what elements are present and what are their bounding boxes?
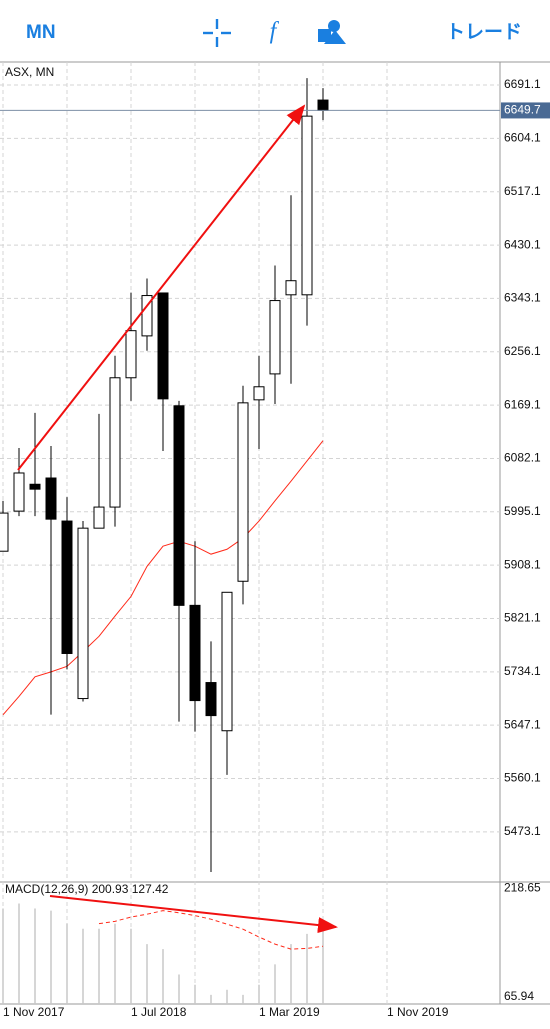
y-tick-label: 6343.1 xyxy=(504,291,541,305)
timeframe-button[interactable]: MN xyxy=(26,22,56,43)
candle-body xyxy=(285,280,297,296)
candle-body xyxy=(157,292,169,400)
x-tick-label: 1 Nov 2017 xyxy=(3,1005,65,1019)
signal-line xyxy=(98,910,324,950)
candle-body xyxy=(189,604,201,702)
trend-arrow xyxy=(49,895,338,934)
candle-body xyxy=(29,483,41,490)
toolbar xyxy=(0,0,550,62)
candle-body xyxy=(221,591,233,732)
candle-body xyxy=(45,477,57,520)
y-tick-label: 65.94 xyxy=(504,989,534,1003)
y-tick-label: 5908.1 xyxy=(504,557,541,571)
y-tick-label: 6604.1 xyxy=(504,131,541,145)
y-tick-label: 5995.1 xyxy=(504,504,541,518)
symbol-label: ASX, MN xyxy=(5,65,54,79)
price-tag xyxy=(501,102,550,119)
candle-body xyxy=(77,527,89,700)
candle-body xyxy=(237,402,249,582)
candle-body xyxy=(61,520,73,654)
candle-body xyxy=(141,295,153,337)
y-tick-label: 6256.1 xyxy=(504,344,541,358)
candle-body xyxy=(109,377,121,508)
y-tick-label: 5734.1 xyxy=(504,664,541,678)
ma-line xyxy=(2,440,324,716)
macd-label: MACD(12,26,9) 200.93 127.42 xyxy=(5,882,169,896)
candle-body xyxy=(269,300,281,375)
candle-body xyxy=(205,682,217,717)
y-tick-label: 218.65 xyxy=(504,880,541,894)
candle-body xyxy=(173,405,185,606)
candle-body xyxy=(125,330,137,379)
candle-body xyxy=(13,472,25,512)
y-tick-label: 5560.1 xyxy=(504,771,541,785)
y-tick-label: 6169.1 xyxy=(504,397,541,411)
trade-button[interactable]: トレード xyxy=(446,22,522,43)
y-tick-label: 6082.1 xyxy=(504,451,541,465)
y-tick-label: 6517.1 xyxy=(504,184,541,198)
y-tick-label: 5473.1 xyxy=(504,824,541,838)
price-tag-label: 6649.7 xyxy=(504,103,541,117)
x-tick-label: 1 Jul 2018 xyxy=(131,1005,187,1019)
candle-body xyxy=(93,506,105,529)
y-tick-label: 6430.1 xyxy=(504,237,541,251)
y-tick-label: 5821.1 xyxy=(504,611,541,625)
crosshair-icon[interactable] xyxy=(203,19,231,47)
trend-arrow xyxy=(17,104,306,471)
candle-body xyxy=(317,99,329,111)
objects-icon[interactable] xyxy=(318,20,346,44)
x-tick-label: 1 Mar 2019 xyxy=(259,1005,320,1019)
indicator-icon[interactable]: f xyxy=(270,19,280,45)
x-tick-label: 1 Nov 2019 xyxy=(387,1005,449,1019)
y-tick-label: 6691.1 xyxy=(504,77,541,91)
candle-body xyxy=(301,115,313,296)
candle-body xyxy=(253,386,265,401)
y-tick-label: 5647.1 xyxy=(504,717,541,731)
candle-body xyxy=(0,512,9,552)
